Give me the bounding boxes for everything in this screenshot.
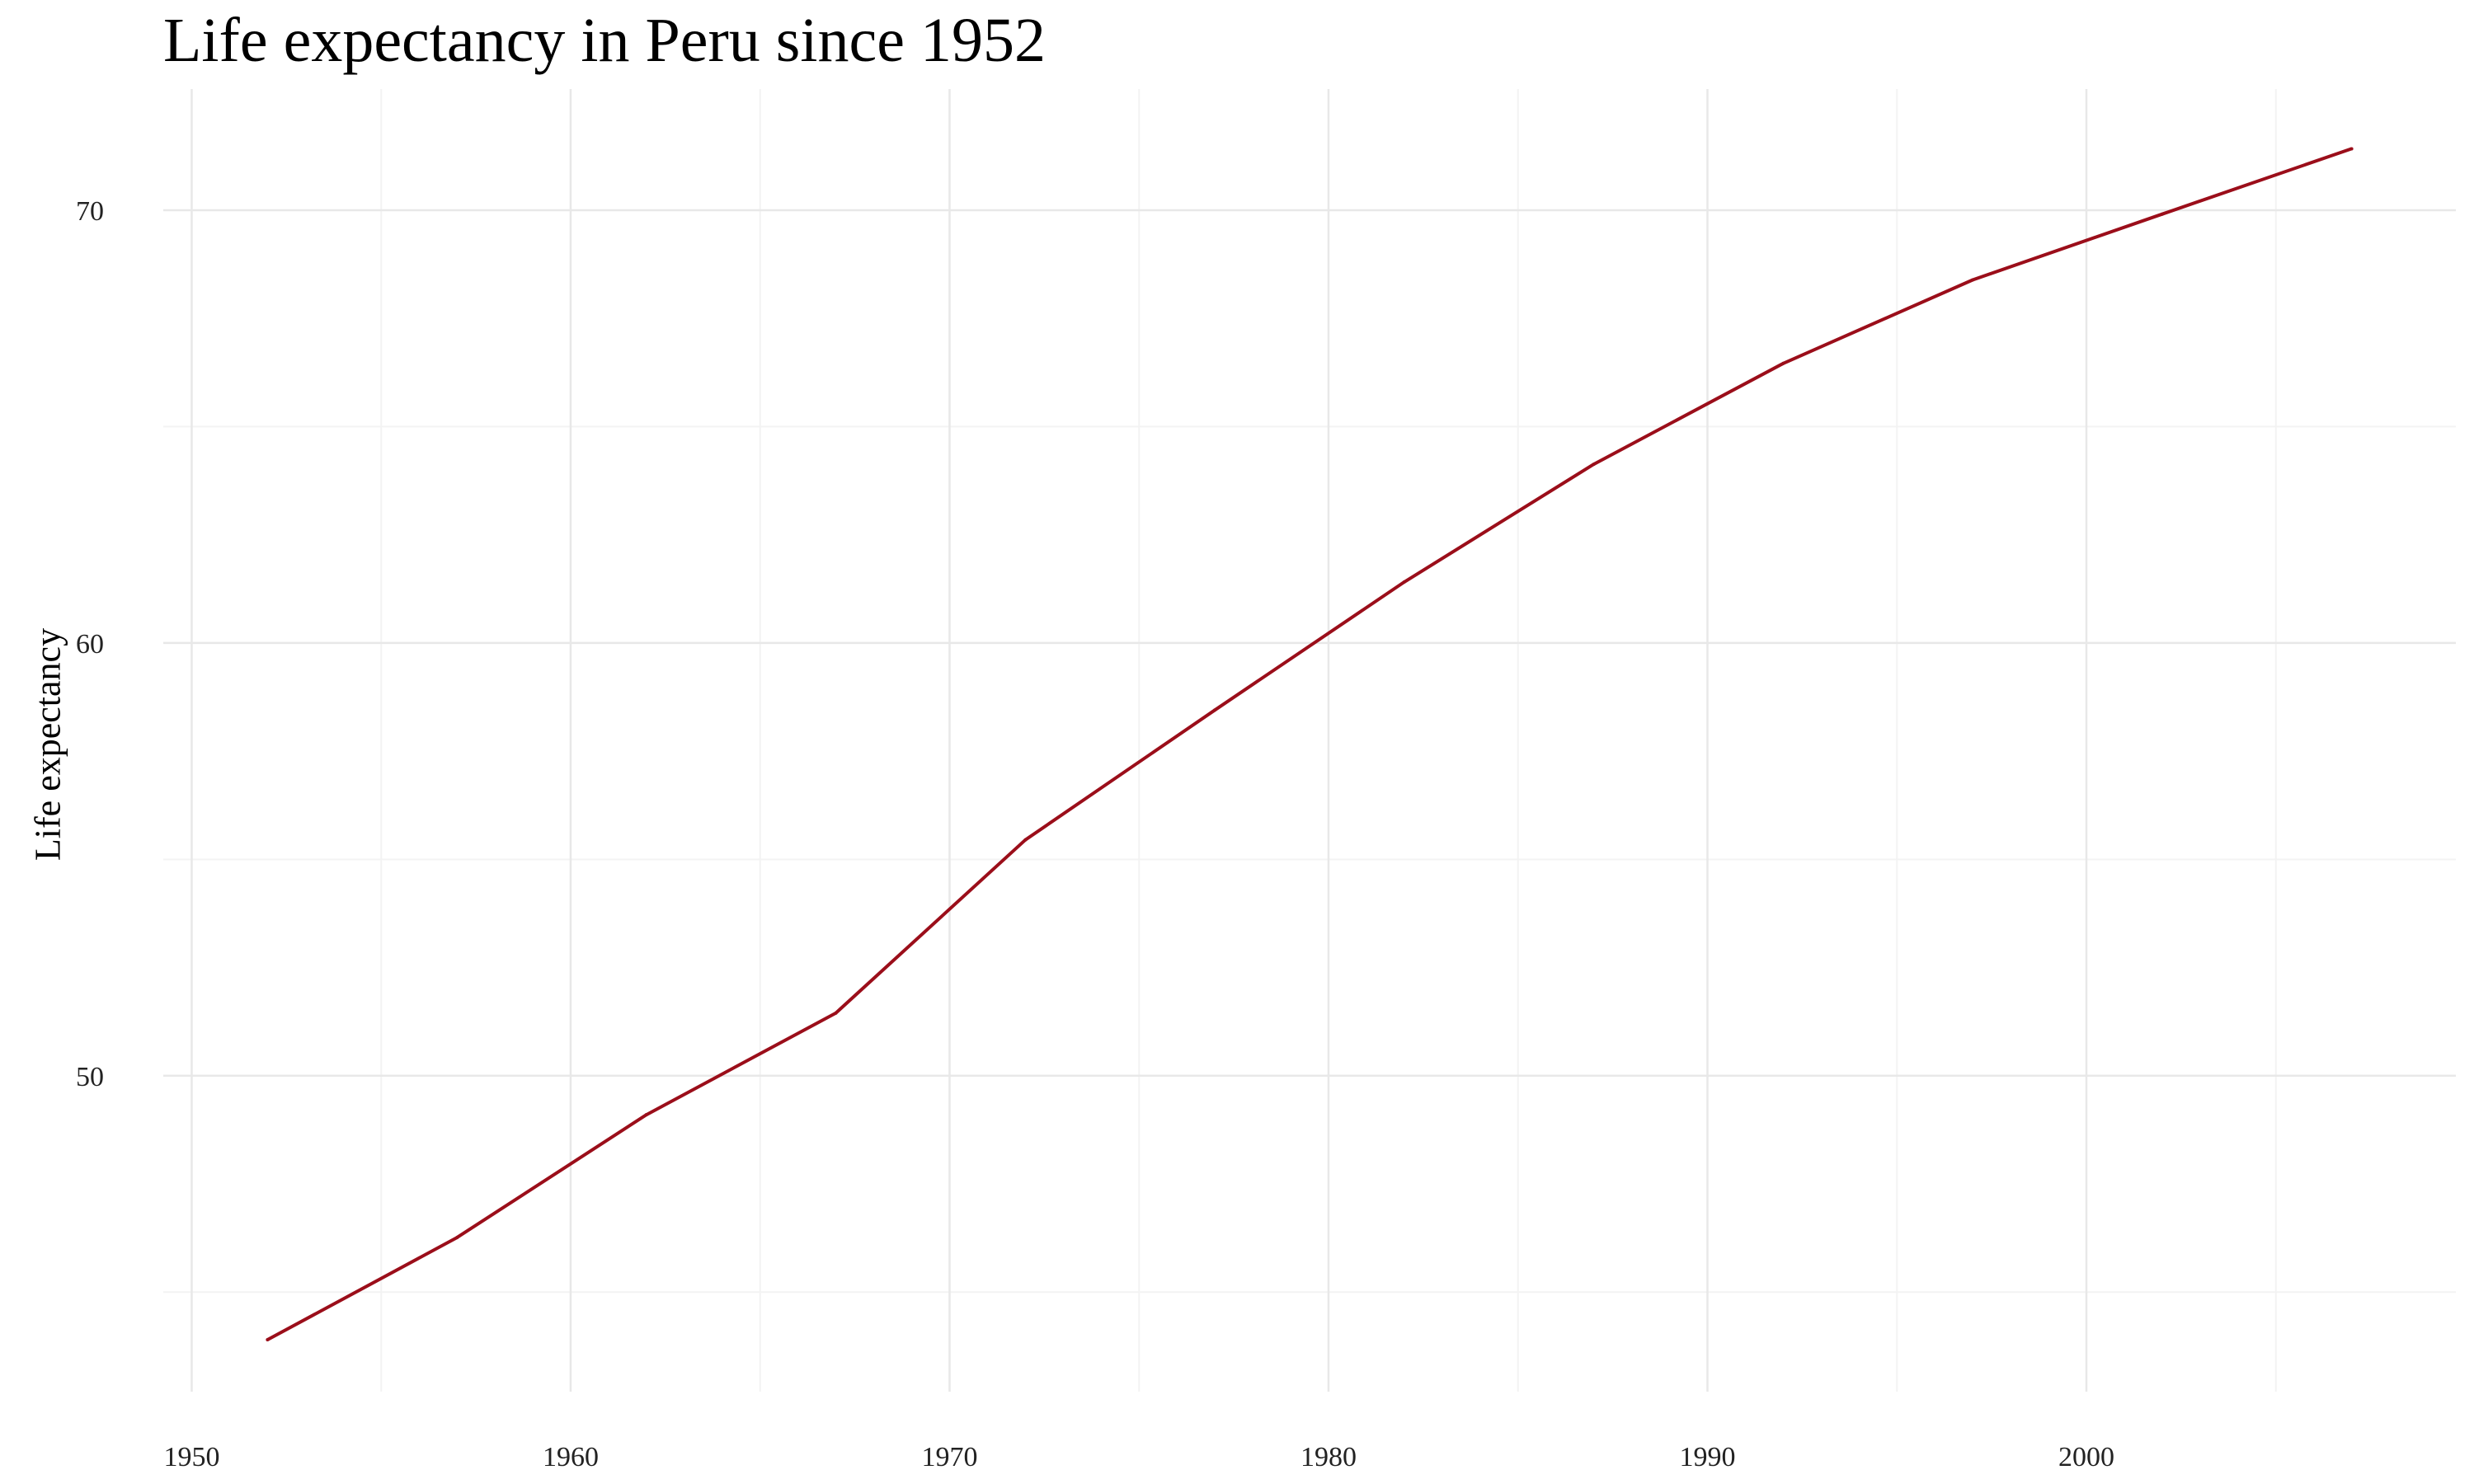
- x-tick-label: 1980: [1300, 1442, 1357, 1472]
- data-point: [1402, 580, 1406, 584]
- x-tick-label: 1990: [1679, 1442, 1735, 1472]
- x-tick-label: 1970: [921, 1442, 977, 1472]
- series-layer: [266, 147, 2354, 1342]
- data-point: [2349, 147, 2354, 151]
- data-point: [1213, 708, 1217, 712]
- x-tick-label: 1960: [543, 1442, 599, 1472]
- y-tick-labels: 50 60 70: [76, 196, 104, 1092]
- minor-gridlines: [163, 89, 2456, 1392]
- data-point: [2160, 212, 2164, 216]
- major-gridlines: [163, 89, 2456, 1392]
- data-point: [834, 1011, 838, 1015]
- chart-title: Life expectancy in Peru since 1952: [163, 6, 1046, 75]
- y-tick-label: 50: [76, 1062, 104, 1092]
- data-point: [266, 1338, 270, 1342]
- data-point: [1971, 278, 1975, 282]
- data-point: [644, 1113, 648, 1117]
- x-tick-labels: 1950 1960 1970 1980 1990 2000: [163, 1442, 2114, 1472]
- x-tick-label: 1950: [163, 1442, 219, 1472]
- y-tick-label: 70: [76, 196, 104, 227]
- y-tick-label: 60: [76, 629, 104, 660]
- x-tick-label: 2000: [2058, 1442, 2114, 1472]
- data-point: [1023, 838, 1028, 842]
- data-point: [1781, 361, 1785, 365]
- data-point: [1592, 463, 1596, 467]
- series-line: [266, 147, 2353, 1341]
- data-point: [455, 1236, 459, 1240]
